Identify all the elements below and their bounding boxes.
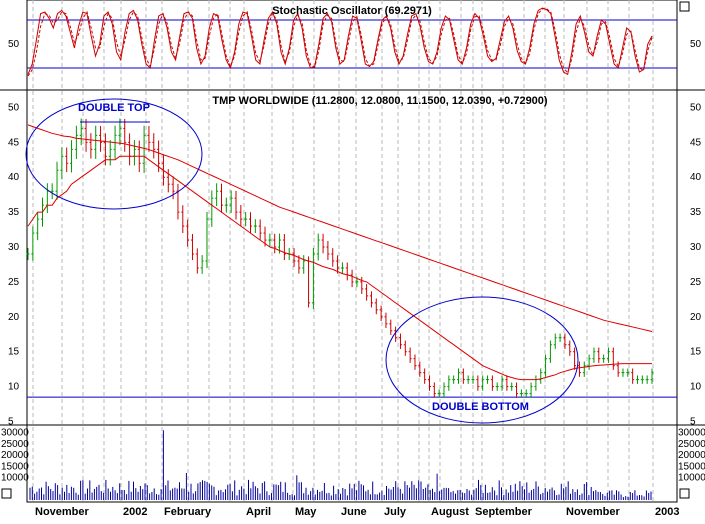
volume-y-tick-label: 15000: [678, 461, 705, 472]
price-y-tick-label: 50: [690, 102, 702, 113]
double-top-ellipse: [25, 98, 203, 210]
price-y-tick-label: 20: [8, 312, 20, 323]
volume-y-tick-label: 25000: [678, 439, 705, 450]
price-y-tick-label: 35: [8, 207, 20, 218]
moving-average-long: [27, 124, 653, 332]
x-tick-label: 2003: [655, 506, 679, 518]
price-y-tick-label: 10: [8, 382, 20, 393]
price-y-tick-label: 25: [690, 277, 702, 288]
price-y-tick-label: 40: [690, 172, 702, 183]
price-y-tick-label: 15: [8, 347, 20, 358]
price-y-tick-label: 5: [8, 417, 14, 428]
stochastic-title: Stochastic Oscillator (69.2971): [272, 5, 432, 17]
price-y-tick-label: 50: [8, 102, 20, 113]
price-y-tick-label: 30: [8, 242, 20, 253]
price-y-tick-label: 35: [690, 207, 702, 218]
price-y-tick-label: 40: [8, 172, 20, 183]
volume-y-tick-label: 15000: [1, 461, 29, 472]
stochastic-k-line: [27, 7, 653, 76]
price-y-tick-label: 15: [690, 347, 702, 358]
x-tick-label: April: [246, 506, 271, 518]
volume-series: [29, 430, 652, 500]
volume-y-tick-label: 30000: [678, 428, 705, 439]
volume-y-tick-label: 30000: [1, 428, 29, 439]
x-tick-label: August: [431, 506, 469, 518]
corner-icon: [1, 1, 690, 499]
x-tick-label: September: [475, 506, 533, 518]
volume-y-tick-label: 20000: [678, 450, 705, 461]
x-tick-label: February: [164, 506, 212, 518]
volume-y-tick-label: 10000: [678, 473, 705, 484]
price-y-tick-label: 45: [8, 137, 20, 148]
price-y-tick-label: 30: [690, 242, 702, 253]
price-y-tick-label: 10: [690, 382, 702, 393]
double-bottom-label: DOUBLE BOTTOM: [432, 401, 529, 413]
x-tick-label: July: [384, 506, 407, 518]
volume-y-tick-label: 10000: [1, 473, 29, 484]
x-tick-label: November: [566, 506, 621, 518]
price-y-tick-label: 20: [690, 312, 702, 323]
double-top-label: DOUBLE TOP: [78, 102, 150, 114]
price-y-tick-label: 45: [690, 137, 702, 148]
price-title: TMP WORLDWIDE (11.2800, 12.0800, 11.1500…: [212, 95, 548, 107]
x-tick-label: May: [295, 506, 317, 518]
price-y-tick-label: 5: [690, 417, 696, 428]
stochastic-y-tick-label: 50: [8, 39, 20, 50]
x-tick-label: November: [35, 506, 90, 518]
stochastic-series: [27, 7, 677, 77]
moving-average-short: [27, 155, 652, 381]
volume-y-tick-label: 20000: [1, 450, 29, 461]
double-bottom-ellipse: [385, 296, 579, 424]
price-y-tick-label: 25: [8, 277, 20, 288]
stochastic-d-line: [27, 8, 653, 77]
stochastic-y-tick-label: 50: [690, 39, 702, 50]
x-tick-label: June: [341, 506, 367, 518]
price-series: [26, 118, 677, 398]
volume-y-tick-label: 25000: [1, 439, 29, 450]
axis-labels: November 2002 February April May June July Augu…: [1, 39, 705, 518]
x-tick-label: 2002: [123, 506, 147, 518]
